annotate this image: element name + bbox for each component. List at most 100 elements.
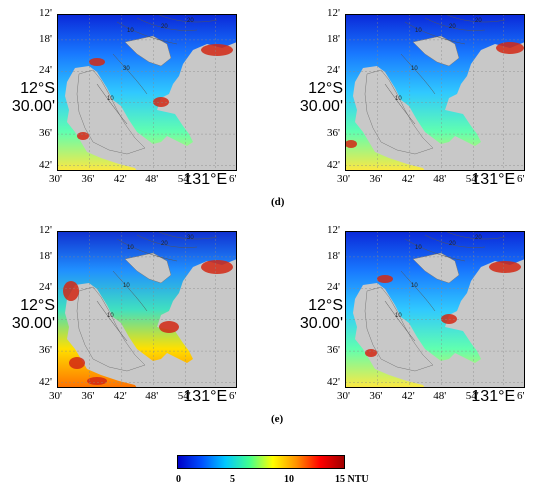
lat-tick-label: 12' xyxy=(327,7,340,19)
lat-degree-label: 12°S xyxy=(308,79,343,97)
lon-tick-label: 30' xyxy=(49,173,62,185)
map-svg-a: 10 20 20 30 10 xyxy=(57,14,237,171)
lon-tick-label: 48' xyxy=(145,173,159,185)
map-svg-b: 10 20 20 10 10 xyxy=(345,14,525,171)
contour-label: 20 xyxy=(449,24,456,30)
sea-turbidity-field xyxy=(57,14,237,171)
lon-tick-label: 36' xyxy=(369,390,383,402)
contour-label: 10 xyxy=(395,313,402,319)
lat-tick-label: 42' xyxy=(39,375,52,388)
lat-tick-label: 36' xyxy=(327,344,340,357)
bathymetry-contour xyxy=(444,14,506,23)
turbid-hotspot xyxy=(89,58,105,66)
turbid-hotspot xyxy=(201,260,233,274)
lat-tick-label: 18' xyxy=(39,249,52,262)
lon-tick-label: 36' xyxy=(369,173,383,185)
contour-label: 10 xyxy=(123,283,130,289)
lon-tick-label: 6' xyxy=(229,390,237,402)
bathymetry-contour xyxy=(112,53,148,95)
colorbar-tick-0: 0 xyxy=(176,474,181,485)
turbid-hotspot xyxy=(69,357,85,369)
lat-tick-label: 36' xyxy=(39,344,52,357)
map-frame xyxy=(57,14,237,171)
lat-tick-label: 12' xyxy=(327,224,340,236)
contour-label: 20 xyxy=(161,241,168,247)
contour-label: 30 xyxy=(123,66,130,72)
lat-tick-label: 18' xyxy=(327,32,340,45)
contour-label: 30 xyxy=(187,235,194,241)
contour-label: 20 xyxy=(449,241,456,247)
sea-turbidity-field xyxy=(345,14,525,171)
landmass-1 xyxy=(364,286,434,372)
lon-tick-label: 54' xyxy=(177,173,191,185)
lon-tick-label: 36' xyxy=(81,173,95,185)
lat-tick-label: 30.00' xyxy=(11,314,55,332)
map-panel-b: 10 20 20 10 10 xyxy=(345,14,525,171)
map-panel-a: 10 20 20 30 10 xyxy=(57,14,237,171)
map-frame xyxy=(345,231,525,388)
contour-label: 10 xyxy=(107,96,114,102)
lat-tick-label: 24' xyxy=(39,64,52,77)
panel-letter: (d) xyxy=(271,196,285,208)
map-panel-c: 10 20 30 10 10 xyxy=(57,231,237,388)
bathymetry-contour xyxy=(384,83,416,125)
contour-label: 10 xyxy=(411,283,418,289)
turbid-hotspot xyxy=(496,42,524,54)
bathymetry-contour xyxy=(156,14,218,23)
lon-tick-label: 131°E xyxy=(183,171,228,188)
lon-tick-label: 131°E xyxy=(183,388,228,405)
contour-label: 10 xyxy=(415,28,422,34)
turbid-hotspot xyxy=(377,275,393,283)
lat-tick-label: 24' xyxy=(39,281,52,294)
lon-tick-label: 54' xyxy=(177,390,191,402)
lat-degree-label: 12°S xyxy=(308,296,343,314)
lon-tick-label: 42' xyxy=(113,173,127,185)
bathymetry-contour xyxy=(424,17,486,31)
colorbar-tick-15-ntu: 15 NTU xyxy=(335,474,369,485)
bathymetry-contour xyxy=(116,238,178,262)
panel-letter: (e) xyxy=(271,413,284,425)
contour-label: 20 xyxy=(187,18,194,24)
ntu-colorbar xyxy=(177,455,345,469)
lon-tick-label: 30' xyxy=(337,173,350,185)
contour-label: 10 xyxy=(107,313,114,319)
landmass-2 xyxy=(412,35,460,67)
colorbar-tick-10: 10 xyxy=(284,474,294,485)
lat-tick-label: 30.00' xyxy=(11,97,55,115)
bathymetry-contour xyxy=(404,238,466,262)
turbid-hotspot xyxy=(489,261,521,273)
lat-tick-label: 30.00' xyxy=(299,314,343,332)
bathymetry-contour xyxy=(444,231,506,240)
lon-tick-label: 131°E xyxy=(471,388,516,405)
bathymetry-contour xyxy=(400,53,436,95)
lon-tick-label: 42' xyxy=(401,173,415,185)
bathymetry-contour xyxy=(136,17,198,31)
lat-tick-label: 12' xyxy=(39,224,52,236)
contour-label: 10 xyxy=(411,66,418,72)
lon-tick-label: 48' xyxy=(433,390,447,402)
contour-label: 10 xyxy=(415,245,422,251)
contour-label: 10 xyxy=(127,28,134,34)
landmass-1 xyxy=(76,286,146,372)
bathymetry-contour xyxy=(400,270,436,312)
lat-degree-label: 12°S xyxy=(20,79,55,97)
colorbar-tick-5: 5 xyxy=(230,474,235,485)
contour-label: 20 xyxy=(475,235,482,241)
lat-tick-label: 42' xyxy=(327,158,340,171)
lon-tick-label: 48' xyxy=(145,390,159,402)
lon-tick-label: 6' xyxy=(229,173,237,185)
turbid-hotspot xyxy=(159,321,179,333)
sea-turbidity-field xyxy=(57,231,237,388)
lon-tick-label: 6' xyxy=(517,390,525,402)
lon-tick-label: 54' xyxy=(465,390,479,402)
lat-tick-label: 24' xyxy=(327,64,340,77)
bathymetry-contour xyxy=(116,21,178,45)
bathymetry-contour xyxy=(96,83,128,125)
turbid-hotspot xyxy=(345,140,357,148)
turbid-hotspot xyxy=(87,377,107,385)
bathymetry-contour xyxy=(156,231,218,240)
sea-turbidity-field xyxy=(345,231,525,388)
landmass-2 xyxy=(124,252,172,284)
lat-tick-label: 18' xyxy=(327,249,340,262)
contour-label: 20 xyxy=(475,18,482,24)
